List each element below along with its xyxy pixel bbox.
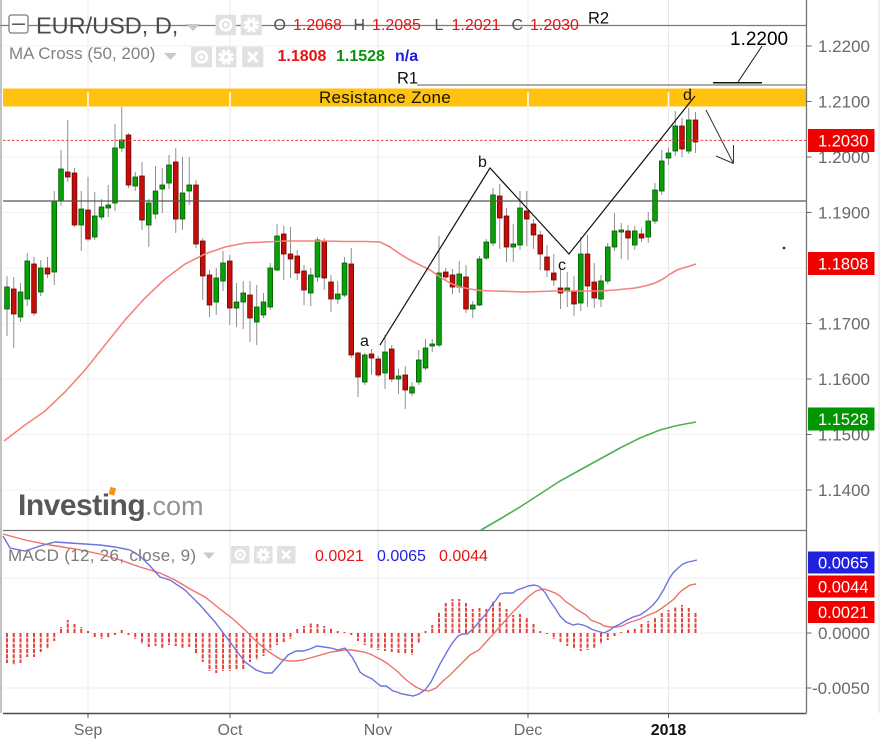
svg-text:1.1400: 1.1400: [818, 481, 870, 500]
svg-text:MACD (12, 26, close, 9): MACD (12, 26, close, 9): [8, 546, 196, 565]
svg-text:0.0065: 0.0065: [377, 548, 426, 565]
svg-text:1.1700: 1.1700: [818, 315, 870, 334]
svg-text:1.1528: 1.1528: [336, 48, 385, 65]
svg-text:n/a: n/a: [395, 48, 418, 65]
svg-text:a: a: [360, 333, 369, 350]
svg-text:Nov: Nov: [364, 722, 392, 739]
svg-text:C: C: [512, 17, 524, 34]
svg-text:Sep: Sep: [74, 722, 103, 739]
svg-text:0.0021: 0.0021: [315, 548, 364, 565]
svg-text:0.0000: 0.0000: [818, 624, 870, 643]
svg-text:0.0021: 0.0021: [818, 604, 868, 622]
svg-text:1.2021: 1.2021: [452, 17, 501, 34]
svg-text:Investing: Investing: [18, 489, 145, 522]
svg-text:Resistance Zone: Resistance Zone: [319, 88, 451, 107]
svg-text:R2: R2: [588, 10, 609, 28]
svg-text:1.2085: 1.2085: [372, 17, 421, 34]
svg-text:1.2200: 1.2200: [818, 37, 870, 56]
svg-text:1.2200: 1.2200: [730, 29, 788, 50]
svg-text:0.0044: 0.0044: [439, 548, 488, 565]
svg-text:EUR/USD, D,: EUR/USD, D,: [36, 13, 178, 39]
svg-text:-0.0050: -0.0050: [812, 679, 870, 698]
svg-text:O: O: [274, 17, 286, 34]
svg-text:1.2030: 1.2030: [818, 133, 868, 151]
svg-text:Dec: Dec: [514, 722, 542, 739]
svg-text:1.1600: 1.1600: [818, 370, 870, 389]
svg-text:1.2000: 1.2000: [818, 148, 870, 167]
svg-text:2018: 2018: [651, 722, 687, 739]
svg-text:c: c: [558, 257, 566, 274]
svg-text:H: H: [354, 17, 366, 34]
svg-text:1.2100: 1.2100: [818, 93, 870, 112]
svg-text:1.1528: 1.1528: [818, 411, 868, 429]
svg-text:R1: R1: [397, 70, 418, 88]
svg-text:1.1808: 1.1808: [278, 48, 327, 65]
svg-text:d: d: [683, 87, 692, 104]
svg-text:b: b: [478, 154, 487, 171]
svg-text:0.0044: 0.0044: [818, 579, 868, 597]
svg-text:L: L: [435, 17, 444, 34]
svg-text:1.2068: 1.2068: [293, 17, 342, 34]
svg-text:1.1900: 1.1900: [818, 204, 870, 223]
svg-text:MA Cross (50, 200): MA Cross (50, 200): [9, 44, 155, 63]
svg-text:Oct: Oct: [218, 722, 243, 739]
svg-text:1.2030: 1.2030: [530, 17, 579, 34]
svg-text:0.0065: 0.0065: [818, 555, 868, 573]
svg-text:1.1808: 1.1808: [818, 256, 868, 274]
svg-text:.com: .com: [145, 491, 204, 521]
